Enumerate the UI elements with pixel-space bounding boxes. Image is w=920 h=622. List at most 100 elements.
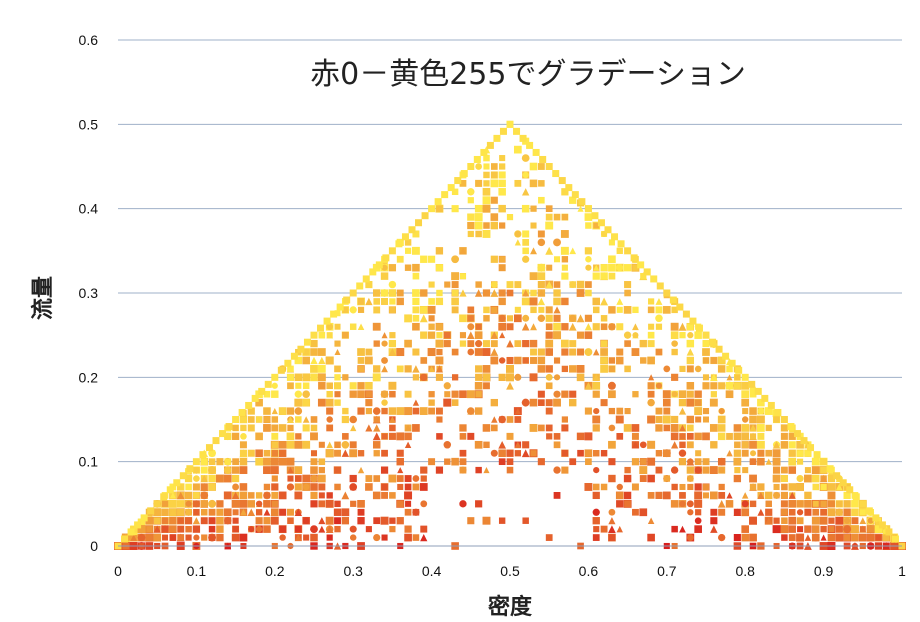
x-tick-label: 0.1 [187, 563, 207, 579]
data-point [216, 458, 224, 466]
data-point [145, 534, 153, 542]
data-point [694, 517, 702, 525]
data-point [788, 491, 796, 499]
data-point [655, 466, 663, 474]
data-point [443, 331, 451, 339]
data-point [663, 475, 671, 482]
data-point [474, 221, 483, 230]
data-point [827, 474, 836, 483]
data-point [780, 441, 789, 449]
data-point [538, 399, 545, 406]
data-point [796, 474, 804, 483]
envelope-point [362, 275, 370, 283]
data-point [749, 415, 757, 424]
data-point [812, 458, 819, 465]
data-point [185, 509, 192, 516]
data-point [670, 322, 679, 331]
data-point [459, 289, 467, 297]
data-point [553, 390, 561, 398]
data-point [545, 221, 554, 230]
data-point [498, 314, 506, 322]
data-point [499, 222, 506, 229]
data-point [670, 441, 679, 449]
data-point [545, 373, 553, 381]
data-point [584, 323, 593, 331]
data-point [772, 449, 781, 458]
data-point [357, 466, 365, 474]
data-point [624, 281, 632, 289]
data-point [545, 339, 554, 348]
data-point [796, 509, 804, 516]
data-point [271, 450, 279, 457]
data-point [153, 517, 161, 525]
data-point [388, 280, 397, 289]
data-point [412, 365, 420, 373]
data-point [420, 466, 428, 474]
data-point [538, 424, 545, 432]
data-point [482, 365, 491, 373]
data-point [373, 340, 380, 347]
data-point [569, 390, 577, 398]
data-point [662, 491, 671, 500]
data-point [640, 273, 647, 280]
data-point [663, 365, 671, 373]
data-point [193, 509, 200, 516]
data-point [514, 356, 522, 365]
data-point [310, 364, 318, 373]
data-point [553, 374, 561, 381]
data-point [670, 466, 679, 474]
envelope-point [506, 120, 514, 128]
data-point [530, 222, 537, 229]
data-point [389, 390, 396, 398]
data-point [764, 407, 773, 415]
data-point [624, 289, 631, 297]
data-point [537, 238, 546, 247]
data-point [247, 424, 255, 432]
data-point [232, 424, 239, 432]
data-point [756, 440, 765, 449]
data-point [647, 517, 655, 524]
data-point [459, 390, 467, 399]
data-point [796, 533, 805, 542]
data-point [474, 381, 483, 390]
envelope-point [597, 219, 605, 227]
data-point [851, 508, 859, 517]
data-point [772, 525, 781, 534]
data-point [381, 357, 388, 364]
data-point [295, 466, 302, 474]
data-point [647, 440, 656, 449]
data-point [200, 491, 209, 500]
data-point [270, 516, 279, 525]
envelope-point [617, 240, 625, 248]
data-point [561, 323, 569, 331]
data-point [420, 373, 428, 382]
data-point [811, 474, 820, 483]
data-point [522, 314, 530, 322]
data-point [742, 416, 749, 423]
y-tick-label: 0.2 [79, 369, 99, 385]
data-point [169, 525, 177, 533]
data-point [608, 365, 616, 373]
data-point [702, 466, 710, 474]
data-point [678, 322, 687, 331]
data-point [255, 432, 263, 441]
data-point [232, 517, 239, 524]
data-point [530, 450, 537, 457]
data-point [239, 483, 247, 491]
data-point [287, 365, 294, 373]
data-point [396, 475, 404, 482]
data-point [686, 500, 694, 508]
data-point [200, 466, 208, 474]
data-point [350, 500, 357, 507]
data-point [820, 508, 827, 516]
envelope-point [323, 317, 331, 325]
data-point [710, 517, 718, 525]
data-point [529, 339, 538, 348]
data-point [576, 331, 585, 339]
data-point [216, 525, 224, 533]
data-point [412, 322, 420, 331]
data-point [702, 432, 710, 441]
data-point [467, 315, 474, 322]
data-point [475, 365, 483, 373]
data-point [601, 357, 608, 364]
